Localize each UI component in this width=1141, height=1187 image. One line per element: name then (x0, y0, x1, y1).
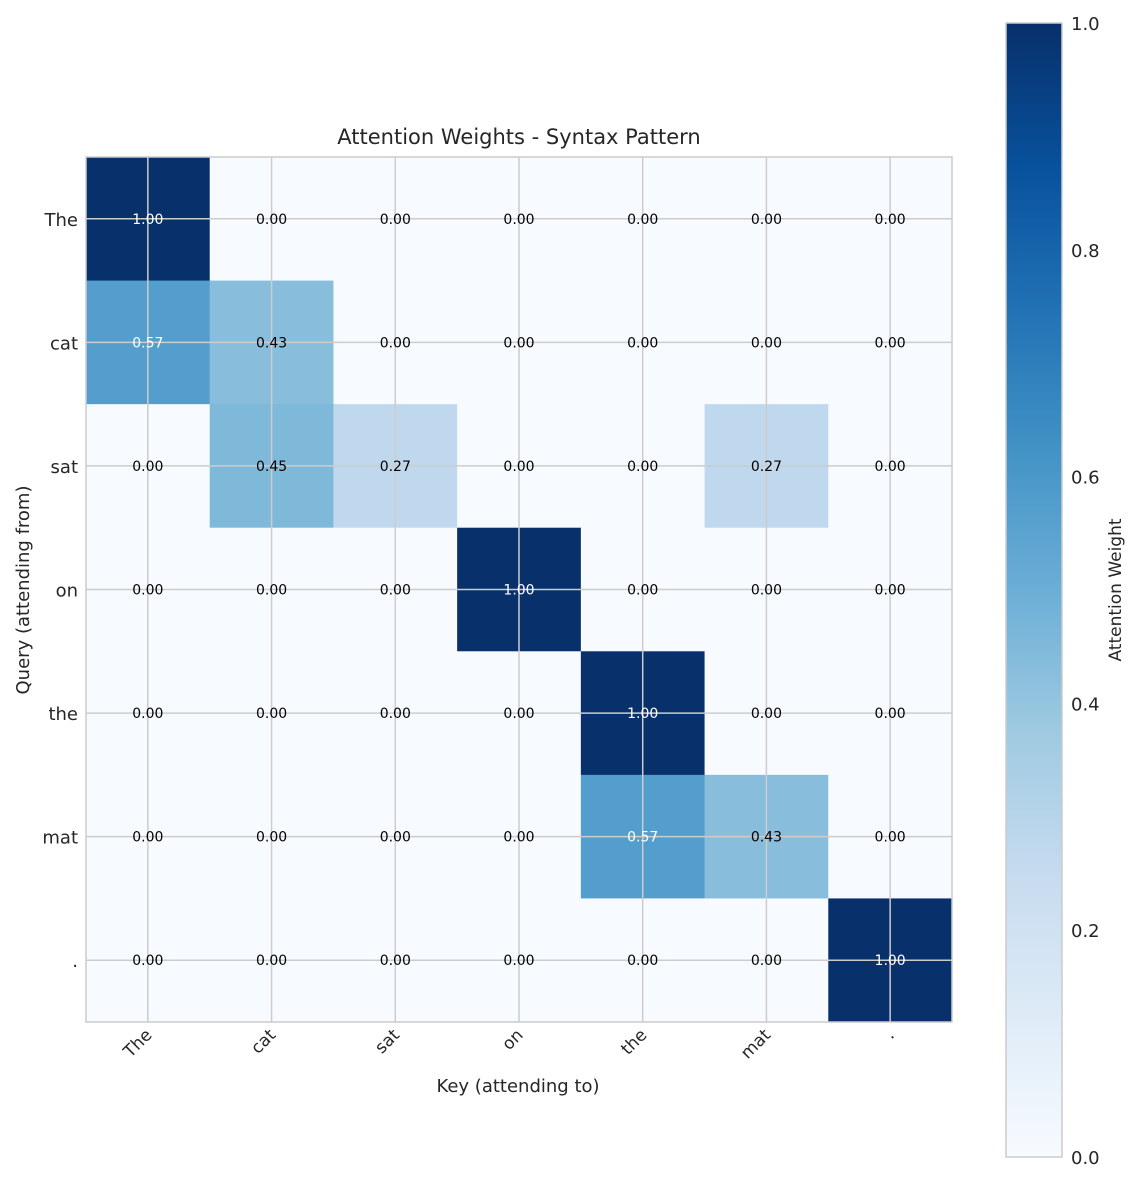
colorbar-tick-label: 0.4 (1071, 694, 1100, 715)
cell-value-label: 0.00 (380, 953, 411, 969)
colorbar-tick-label: 0.0 (1071, 1148, 1100, 1169)
cell-value-label: 0.00 (875, 583, 906, 599)
colorbar-label: Attention Weight (1106, 518, 1126, 661)
colorbar-tick-label: 1.0 (1071, 14, 1100, 35)
y-tick-label: mat (42, 828, 78, 849)
cell-value-label: 0.00 (132, 830, 163, 846)
x-tick-label: sat (371, 1025, 404, 1058)
cell-value-label: 0.00 (380, 706, 411, 722)
cell-value-label: 0.00 (256, 953, 287, 969)
cell-value-label: 0.00 (256, 583, 287, 599)
cell-value-label: 1.00 (627, 706, 658, 722)
cell-value-label: 0.57 (627, 830, 658, 846)
cell-value-label: 1.00 (875, 953, 906, 969)
cell-value-label: 0.00 (503, 830, 534, 846)
cell-value-label: 0.00 (256, 706, 287, 722)
cell-value-label: 0.00 (875, 212, 906, 228)
y-tick-label: cat (50, 333, 78, 354)
cell-value-label: 0.00 (875, 459, 906, 475)
colorbar-tick-label: 0.8 (1071, 241, 1100, 262)
cell-value-label: 0.00 (627, 953, 658, 969)
cell-value-label: 0.00 (875, 335, 906, 351)
cell-value-label: 0.00 (503, 459, 534, 475)
cell-value-label: 0.00 (875, 706, 906, 722)
cell-value-label: 0.45 (256, 459, 287, 475)
cell-value-label: 0.00 (380, 830, 411, 846)
cell-value-label: 0.00 (627, 212, 658, 228)
y-tick-label: The (44, 210, 78, 231)
x-axis-label: Key (attending to) (436, 1076, 599, 1097)
cell-value-label: 0.00 (256, 830, 287, 846)
cell-value-label: 1.00 (132, 212, 163, 228)
cell-value-label: 0.00 (256, 212, 287, 228)
colorbar (1005, 22, 1063, 1158)
y-tick-label: . (72, 951, 78, 972)
x-tick-label: the (617, 1025, 651, 1059)
cell-value-label: 0.00 (132, 583, 163, 599)
x-tick-label: . (881, 1025, 899, 1043)
cell-value-label: 0.00 (751, 335, 782, 351)
cell-value-label: 0.00 (132, 953, 163, 969)
cell-value-label: 0.00 (627, 459, 658, 475)
cell-value-label: 0.00 (751, 706, 782, 722)
cell-value-label: 0.00 (380, 212, 411, 228)
cell-value-label: 0.00 (132, 459, 163, 475)
cell-value-label: 0.00 (503, 706, 534, 722)
cell-value-label: 0.27 (380, 459, 411, 475)
cell-value-label: 0.00 (751, 583, 782, 599)
cell-value-label: 0.00 (627, 583, 658, 599)
x-tick-label: cat (247, 1025, 280, 1058)
cell-value-label: 0.43 (256, 335, 287, 351)
y-tick-label: the (48, 704, 78, 725)
cell-value-label: 0.00 (751, 212, 782, 228)
chart-title: Attention Weights - Syntax Pattern (337, 125, 700, 149)
x-tick-label: on (498, 1025, 527, 1054)
cell-value-label: 1.00 (503, 583, 534, 599)
cell-value-label: 0.43 (751, 830, 782, 846)
plot-frame (85, 156, 953, 1023)
cell-value-label: 0.00 (503, 953, 534, 969)
cell-value-label: 0.00 (503, 335, 534, 351)
y-tick-label: sat (51, 457, 78, 478)
colorbar-tick-label: 0.2 (1071, 921, 1100, 942)
cell-value-label: 0.00 (380, 335, 411, 351)
y-axis-label: Query (attending from) (13, 486, 34, 695)
cell-value-label: 0.00 (875, 830, 906, 846)
cell-value-label: 0.00 (503, 212, 534, 228)
x-tick-label: The (119, 1025, 156, 1062)
cell-value-label: 0.00 (132, 706, 163, 722)
cell-value-label: 0.27 (751, 459, 782, 475)
colorbar-tick-label: 0.6 (1071, 468, 1100, 489)
y-tick-label: on (56, 581, 78, 602)
cell-value-label: 0.57 (132, 335, 163, 351)
cell-value-label: 0.00 (751, 953, 782, 969)
cell-value-label: 0.00 (627, 335, 658, 351)
x-tick-label: mat (737, 1025, 775, 1063)
cell-value-label: 0.00 (380, 583, 411, 599)
